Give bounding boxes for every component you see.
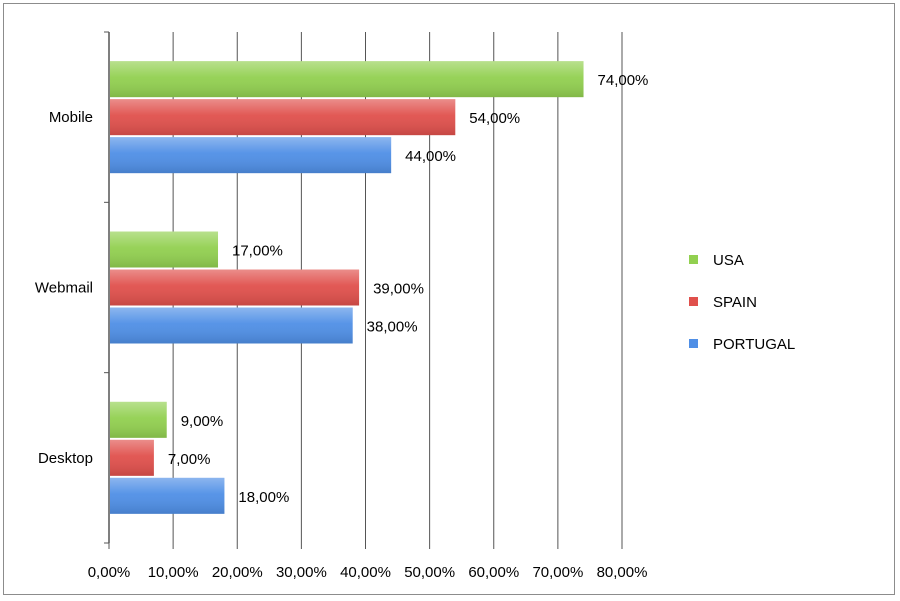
x-tick-label: 50,00%	[404, 564, 455, 581]
data-label: 44,00%	[405, 148, 456, 165]
bar-shade	[110, 401, 167, 438]
category-label: Mobile	[49, 109, 93, 126]
category-label: Desktop	[38, 450, 93, 467]
data-label: 18,00%	[238, 489, 289, 506]
x-tick-label: 40,00%	[340, 564, 391, 581]
bar-shade	[110, 307, 353, 344]
x-tick-label: 70,00%	[532, 564, 583, 581]
x-tick-label: 0,00%	[88, 564, 131, 581]
legend: USA SPAIN PORTUGAL	[689, 252, 795, 353]
bar-shade	[110, 137, 392, 174]
data-label: 17,00%	[232, 243, 283, 260]
legend-swatch	[689, 255, 698, 264]
legend-label: USA	[713, 252, 744, 269]
data-label: 74,00%	[598, 72, 649, 89]
bar-shade	[110, 99, 456, 136]
bar-shade	[110, 231, 219, 268]
legend-label: SPAIN	[713, 294, 757, 311]
data-label: 9,00%	[181, 413, 224, 430]
data-labels: 74,00% 54,00% 44,00% 17,00% 39,00% 38,00% 9,00…	[168, 72, 649, 506]
legend-swatch	[689, 339, 698, 348]
bar-shade	[110, 439, 154, 476]
data-label: 7,00%	[168, 451, 211, 468]
data-label: 38,00%	[367, 319, 418, 336]
data-label: 39,00%	[373, 281, 424, 298]
legend-label: PORTUGAL	[713, 336, 795, 353]
data-label: 54,00%	[469, 110, 520, 127]
bars	[110, 61, 584, 514]
legend-swatch	[689, 297, 698, 306]
x-tick-label: 60,00%	[468, 564, 519, 581]
category-label: Webmail	[35, 280, 93, 297]
x-tick-label: 20,00%	[212, 564, 263, 581]
x-tick-label: 80,00%	[597, 564, 648, 581]
bar-shade	[110, 269, 360, 306]
bar-shade	[110, 477, 225, 514]
chart-frame: 0,00% 10,00% 20,00% 30,00% 40,00% 50,00% 60,00…	[3, 3, 895, 595]
x-tick-label: 30,00%	[276, 564, 327, 581]
axes: 0,00% 10,00% 20,00% 30,00% 40,00% 50,00% 60,00…	[35, 31, 648, 581]
x-tick-label: 10,00%	[148, 564, 199, 581]
bar-shade	[110, 61, 584, 98]
bar-chart: 0,00% 10,00% 20,00% 30,00% 40,00% 50,00% 60,00…	[35, 31, 795, 581]
